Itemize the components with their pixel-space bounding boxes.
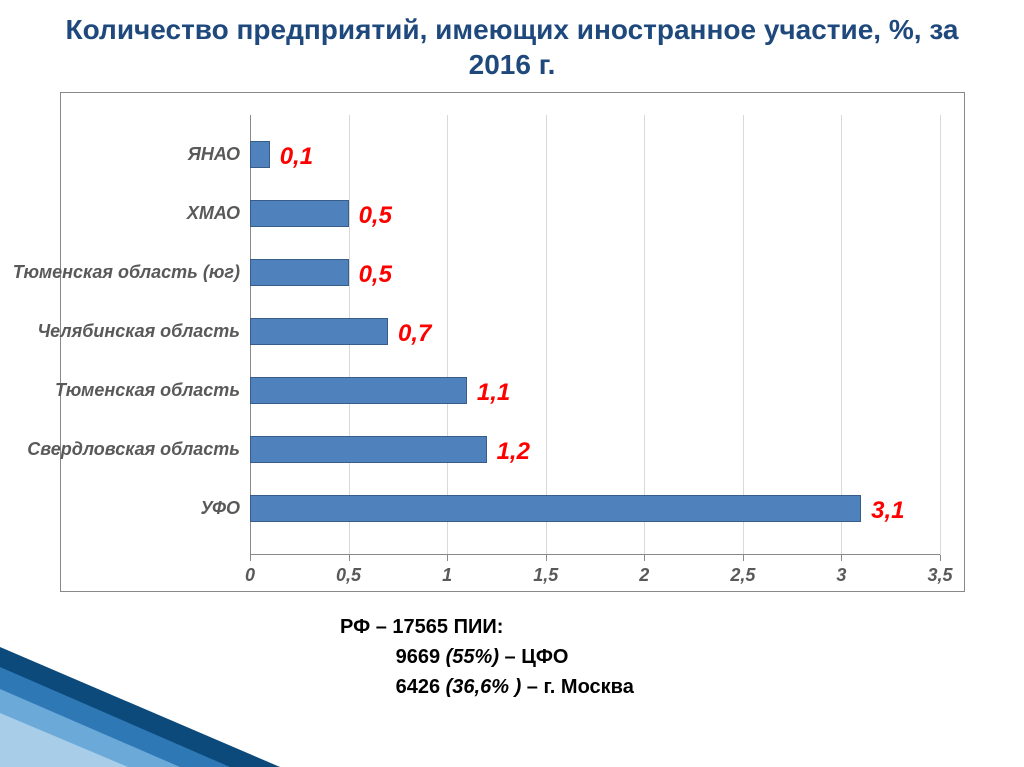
bar	[250, 141, 270, 168]
deco-triangle	[0, 713, 128, 767]
page-number: 11	[42, 690, 69, 721]
bar-value-label: 1,1	[477, 379, 510, 407]
gridline	[644, 115, 645, 555]
x-tickmark	[546, 555, 547, 561]
x-tickmark	[841, 555, 842, 561]
footnote-line-1: РФ – 17565 ПИИ:	[340, 612, 634, 642]
chart-title: Количество предприятий, имеющих иностран…	[0, 0, 1024, 82]
bar-value-label: 0,5	[359, 202, 392, 230]
footnote-rf-prefix: РФ –	[340, 616, 392, 638]
bar	[250, 200, 349, 227]
footnote-cfo-tail: – ЦФО	[499, 646, 568, 668]
bar	[250, 436, 487, 463]
footnote-msk-tail: – г. Москва	[521, 676, 634, 698]
footnote-msk-pct: (36,6% )	[446, 676, 522, 698]
x-tick-label: 1	[442, 565, 452, 586]
footnote-indent-3	[340, 676, 396, 698]
bar-category-label: УФО	[200, 498, 250, 519]
gridline	[447, 115, 448, 555]
gridline	[841, 115, 842, 555]
x-tick-label: 2,5	[730, 565, 755, 586]
bar-category-label: ЯНАО	[188, 144, 250, 165]
bar-category-label: Свердловская область	[27, 439, 250, 460]
gridline	[940, 115, 941, 555]
plot-area: 00,511,522,533,5ЯНАО0,1ХМАО0,5Тюменская …	[250, 115, 940, 555]
x-tick-label: 2	[639, 565, 649, 586]
footnote-block: РФ – 17565 ПИИ: 9669 (55%) – ЦФО 6426 (3…	[340, 612, 634, 702]
footnote-cfo-num: 9669	[396, 646, 446, 668]
gridline	[743, 115, 744, 555]
bar-category-label: Тюменская область	[55, 380, 250, 401]
footnote-cfo-pct: (55%)	[446, 646, 499, 668]
x-tickmark	[349, 555, 350, 561]
bar-value-label: 0,5	[359, 261, 392, 289]
bar	[250, 259, 349, 286]
x-tick-label: 1,5	[533, 565, 558, 586]
deco-triangle	[0, 667, 230, 767]
slide: Количество предприятий, имеющих иностран…	[0, 0, 1024, 767]
footnote-indent-2	[340, 646, 396, 668]
x-tick-label: 3	[836, 565, 846, 586]
deco-triangle	[0, 689, 180, 767]
x-tickmark	[743, 555, 744, 561]
x-tickmark	[644, 555, 645, 561]
bar	[250, 495, 861, 522]
x-tickmark	[250, 555, 251, 561]
footnote-msk-num: 6426	[396, 676, 446, 698]
x-tick-label: 0	[245, 565, 255, 586]
bar-value-label: 1,2	[497, 438, 530, 466]
bar	[250, 318, 388, 345]
bar	[250, 377, 467, 404]
x-axis-line	[250, 554, 940, 555]
x-tickmark	[447, 555, 448, 561]
footnote-line-3: 6426 (36,6% ) – г. Москва	[340, 672, 634, 702]
x-tickmark	[940, 555, 941, 561]
gridline	[546, 115, 547, 555]
bar-category-label: Тюменская область (юг)	[13, 262, 250, 283]
x-tick-label: 3,5	[927, 565, 952, 586]
x-tick-label: 0,5	[336, 565, 361, 586]
bar-category-label: Челябинская область	[37, 321, 250, 342]
bar-value-label: 3,1	[871, 497, 904, 525]
bar-value-label: 0,7	[398, 320, 431, 348]
bar-category-label: ХМАО	[187, 203, 250, 224]
footnote-line-2: 9669 (55%) – ЦФО	[340, 642, 634, 672]
bar-value-label: 0,1	[280, 143, 313, 171]
footnote-total: 17565 ПИИ:	[392, 616, 503, 638]
